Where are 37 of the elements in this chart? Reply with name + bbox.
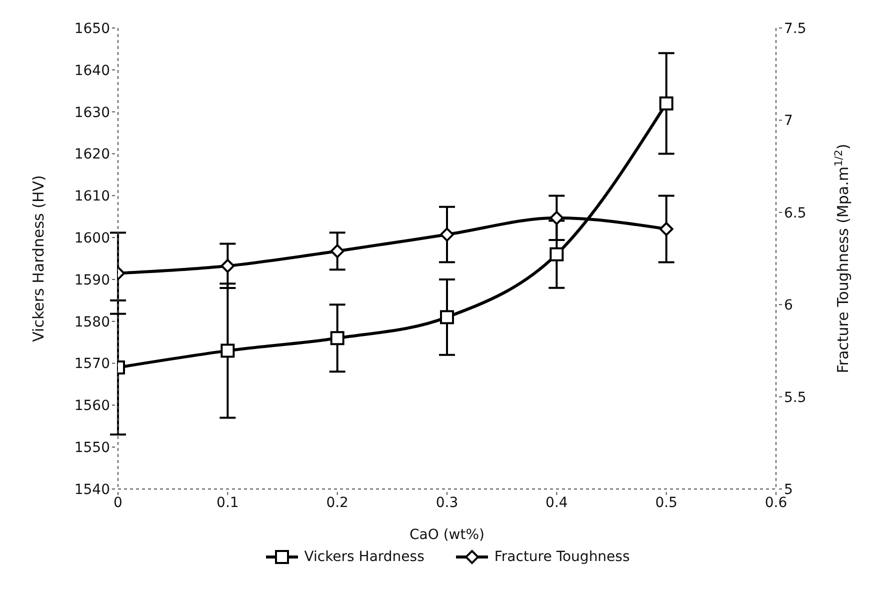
point xyxy=(330,331,344,346)
y-tick-label: 1630 xyxy=(74,104,110,121)
y-axis-title: Vickers Hardness (HV) xyxy=(29,175,48,342)
x-tick-label: 0.4 xyxy=(546,494,568,511)
x-tick-label: 0 xyxy=(114,494,122,511)
point xyxy=(550,210,564,225)
y-tick-label: 1600 xyxy=(74,230,110,247)
y-tick-label: 1640 xyxy=(74,62,110,79)
y-tick-label: 1550 xyxy=(74,440,110,456)
x-tick-label: 0.2 xyxy=(326,494,348,511)
x-tick-label: 0.3 xyxy=(436,494,458,511)
point xyxy=(440,228,454,242)
point xyxy=(659,96,674,110)
point xyxy=(659,222,674,236)
point xyxy=(330,244,344,258)
x-tick-label: 0.5 xyxy=(655,494,678,511)
x-tick-label: 0.1 xyxy=(216,494,239,511)
y-tick-label: 1610 xyxy=(74,188,110,205)
legend-label: Fracture Toughness xyxy=(494,549,630,565)
y-tick-label: 1580 xyxy=(74,314,110,330)
point xyxy=(220,258,235,273)
y-tick-label: 1590 xyxy=(74,272,110,288)
legend-label: Vickers Hardness xyxy=(304,549,424,565)
x-axis-title: CaO (wt%) xyxy=(410,527,484,543)
y-tick-label: 1570 xyxy=(74,356,110,372)
y-tick-label: 1620 xyxy=(74,146,110,163)
y2-tick-label: 5.5 xyxy=(784,390,806,406)
y2-tick-label: 7 xyxy=(784,113,793,130)
point xyxy=(220,344,235,358)
y-tick-label: 1650 xyxy=(74,20,110,37)
y2-tick-label: 7.5 xyxy=(784,20,806,37)
y2-tick-label: 6.5 xyxy=(784,205,806,222)
y2-tick-label: 6 xyxy=(784,298,793,314)
point xyxy=(550,247,564,262)
y-tick-label: 1560 xyxy=(74,398,110,414)
point xyxy=(440,310,454,324)
y-tick-label: 1540 xyxy=(74,482,110,498)
